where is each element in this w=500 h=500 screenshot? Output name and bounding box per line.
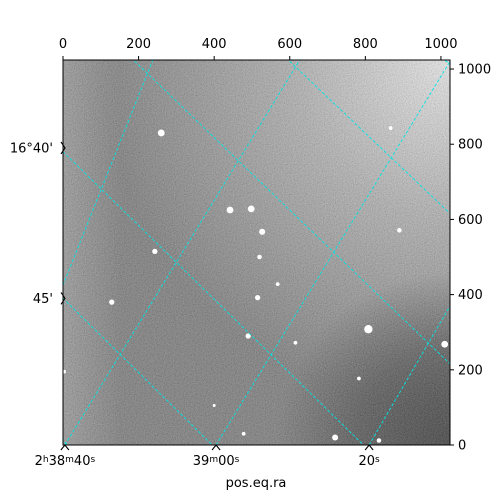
top-pixel-axis: 0 200 400 600 800 1000 [59, 37, 457, 60]
source-11 [364, 325, 373, 334]
source-12 [441, 340, 449, 348]
source-5 [275, 282, 280, 286]
grid-line-2 [215, 60, 450, 445]
grid-line-4 [63, 438, 68, 445]
top-tick-label-1: 200 [126, 37, 151, 52]
coordinate-grid [63, 60, 450, 445]
ra-tick-2 [364, 444, 374, 451]
source-2 [247, 205, 255, 213]
source-14 [397, 228, 402, 233]
ra-tick-1 [211, 444, 221, 451]
dec-tick-label-1: 45' [33, 292, 53, 307]
source-10 [293, 340, 298, 345]
source-0 [157, 129, 165, 137]
ra-tick-label-1: 39m00s [193, 454, 240, 469]
source-15 [388, 126, 393, 130]
dec-tick-label-0: 16°40' [10, 141, 53, 156]
source-17 [332, 434, 339, 441]
ra-tick-label-0: 2h38m40s [35, 454, 96, 469]
right-tick-label-4: 800 [458, 138, 483, 153]
source-3 [259, 228, 266, 235]
right-pixel-axis: 0 200 400 600 800 1000 [450, 63, 491, 454]
x-axis-title: pos.eq.ra [226, 476, 287, 491]
source-1 [226, 206, 234, 214]
dec-tick-1 [60, 292, 66, 305]
bottom-ra-axis: 2h38m40s 39m00s 20s [35, 444, 380, 469]
ra-tick-0 [60, 444, 70, 451]
source-7 [152, 248, 158, 255]
grid-line-9 [443, 60, 450, 65]
grid-line-6 [63, 151, 364, 445]
source-4 [257, 254, 262, 260]
source-13 [357, 376, 361, 381]
top-tick-label-2: 400 [202, 37, 227, 52]
top-tick-label-4: 800 [353, 37, 378, 52]
ra-tick-label-2: 20s [358, 454, 380, 469]
right-tick-label-0: 0 [458, 439, 466, 454]
right-tick-label-1: 200 [458, 363, 483, 378]
grid-line-5 [63, 297, 213, 445]
top-tick-label-3: 600 [277, 37, 302, 52]
top-tick-label-0: 0 [59, 37, 67, 52]
dec-tick-0 [60, 141, 66, 155]
source-16 [63, 369, 67, 374]
plot-frame [62, 59, 451, 446]
top-tick-label-5: 1000 [424, 37, 457, 52]
grid-line-3 [368, 305, 450, 445]
grid-line-1 [64, 60, 301, 445]
source-19 [241, 431, 246, 436]
right-tick-label-5: 1000 [458, 63, 491, 78]
left-dec-axis: 16°40' 45' [10, 141, 66, 307]
grid-line-0 [63, 60, 154, 287]
source-9 [245, 333, 251, 339]
source-20 [212, 404, 216, 408]
source-8 [109, 299, 115, 305]
bright-sources [63, 126, 449, 443]
right-tick-label-2: 400 [458, 288, 483, 303]
sky-image [63, 60, 450, 445]
grid-line-7 [132, 60, 450, 365]
source-18 [376, 438, 382, 443]
right-tick-label-3: 600 [458, 213, 483, 228]
grid-line-8 [287, 60, 450, 215]
source-6 [254, 294, 261, 301]
